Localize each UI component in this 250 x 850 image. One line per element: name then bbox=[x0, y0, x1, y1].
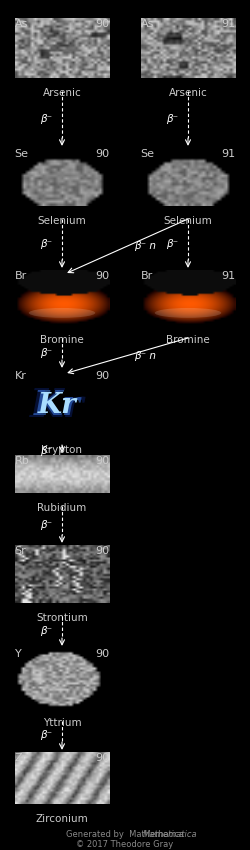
Text: Strontium: Strontium bbox=[36, 613, 88, 623]
Text: 90: 90 bbox=[96, 271, 110, 281]
Text: Se: Se bbox=[140, 149, 154, 159]
Text: Generated by  Mathematica
© 2017 Theodore Gray: Generated by Mathematica © 2017 Theodore… bbox=[66, 830, 184, 849]
Text: As: As bbox=[140, 19, 154, 29]
Text: 91: 91 bbox=[222, 149, 235, 159]
Text: Br: Br bbox=[14, 271, 27, 281]
Text: As: As bbox=[14, 19, 28, 29]
Text: 91: 91 bbox=[222, 271, 235, 281]
Text: Kr: Kr bbox=[38, 392, 76, 419]
Text: 90: 90 bbox=[96, 649, 110, 659]
Text: 90: 90 bbox=[96, 546, 110, 556]
Text: 90: 90 bbox=[96, 371, 110, 381]
Text: 90: 90 bbox=[96, 149, 110, 159]
Text: Kr: Kr bbox=[30, 387, 84, 425]
Text: Zirconium: Zirconium bbox=[36, 814, 88, 824]
Text: β⁻: β⁻ bbox=[40, 445, 52, 456]
Text: β⁻: β⁻ bbox=[40, 114, 52, 123]
Text: β⁻: β⁻ bbox=[166, 239, 178, 248]
Text: Rb: Rb bbox=[14, 456, 29, 466]
Text: β⁻ n: β⁻ n bbox=[134, 350, 156, 360]
Ellipse shape bbox=[155, 308, 221, 318]
Text: β⁻ n: β⁻ n bbox=[134, 241, 156, 251]
Text: β⁻: β⁻ bbox=[166, 114, 178, 123]
Text: Rubidium: Rubidium bbox=[38, 503, 87, 513]
Text: Y: Y bbox=[14, 649, 21, 659]
Text: Arsenic: Arsenic bbox=[168, 88, 207, 98]
Ellipse shape bbox=[29, 308, 95, 318]
Text: Bromine: Bromine bbox=[166, 335, 210, 345]
Text: β⁻: β⁻ bbox=[40, 730, 52, 740]
Text: Se: Se bbox=[14, 149, 28, 159]
Text: β⁻: β⁻ bbox=[40, 626, 52, 636]
Text: Sr: Sr bbox=[14, 546, 26, 556]
Text: 91: 91 bbox=[222, 19, 235, 29]
Text: Krypton: Krypton bbox=[42, 445, 82, 455]
Text: Selenium: Selenium bbox=[164, 216, 212, 226]
Text: Kr: Kr bbox=[34, 389, 80, 422]
Text: β⁻: β⁻ bbox=[40, 239, 52, 248]
Text: Bromine: Bromine bbox=[40, 335, 84, 345]
Text: Kr: Kr bbox=[14, 371, 26, 381]
Text: 90: 90 bbox=[96, 19, 110, 29]
Text: Zr: Zr bbox=[14, 753, 27, 763]
Text: β⁻: β⁻ bbox=[40, 348, 52, 358]
Text: Yttrium: Yttrium bbox=[43, 718, 81, 728]
Text: Br: Br bbox=[140, 271, 153, 281]
Text: Arsenic: Arsenic bbox=[42, 88, 82, 98]
Text: Selenium: Selenium bbox=[38, 216, 86, 226]
Text: 90: 90 bbox=[96, 456, 110, 466]
Text: Mathematica: Mathematica bbox=[143, 830, 198, 839]
Text: β⁻: β⁻ bbox=[40, 519, 52, 530]
Text: 90: 90 bbox=[96, 753, 110, 763]
